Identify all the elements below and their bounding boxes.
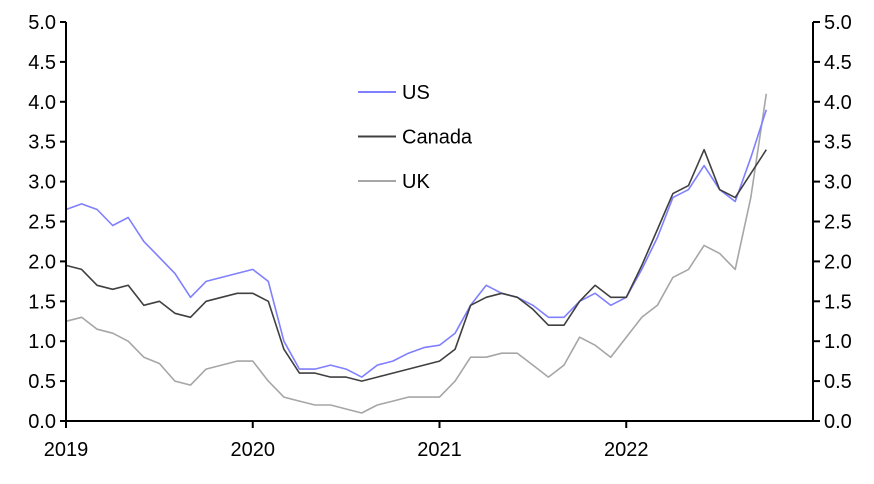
y-tick-label-left: 5.0	[28, 12, 56, 34]
y-tick-label-left: 0.0	[28, 411, 56, 433]
legend-label-canada: Canada	[402, 127, 473, 149]
y-tick-label-right: 2.0	[824, 251, 852, 273]
series-line-uk	[65, 93, 768, 414]
x-tick-label: 2019	[44, 439, 89, 461]
y-tick-label-left: 2.5	[28, 212, 56, 234]
series-layer	[65, 93, 768, 414]
legend-label-us: US	[402, 82, 430, 104]
y-tick-label-right: 0.5	[824, 371, 852, 393]
y-tick-label-right: 1.0	[824, 331, 852, 353]
y-tick-label-right: 2.5	[824, 212, 852, 234]
y-tick-label-right: 1.5	[824, 291, 852, 313]
y-tick-label-right: 0.0	[824, 411, 852, 433]
x-tick-label: 2020	[231, 439, 276, 461]
y-tick-label-left: 1.5	[28, 291, 56, 313]
y-tick-label-right: 4.0	[824, 92, 852, 114]
y-tick-label-left: 3.0	[28, 172, 56, 194]
y-tick-label-left: 4.0	[28, 92, 56, 114]
series-line-canada	[65, 148, 767, 382]
legend: US Canada UK	[358, 82, 473, 193]
y-tick-label-left: 0.5	[28, 371, 56, 393]
y-tick-label-right: 3.0	[824, 172, 852, 194]
y-tick-label-right: 4.5	[824, 52, 852, 74]
x-tick-label: 2022	[604, 439, 649, 461]
y-tick-label-left: 3.5	[28, 132, 56, 154]
y-tick-label-right: 5.0	[824, 12, 852, 34]
axes-layer: 0.0 0.0 0.5 0.5 1.0 1.0 1.5 1.5 2.0 2.0 2.5 2.5 3.0 3…	[28, 12, 852, 461]
y-tick-label-left: 4.5	[28, 52, 56, 74]
y-tick-label-right: 3.5	[824, 132, 852, 154]
y-tick-label-left: 2.0	[28, 251, 56, 273]
y-tick-label-left: 1.0	[28, 331, 56, 353]
series-line-us	[65, 109, 768, 378]
legend-label-uk: UK	[402, 171, 430, 193]
x-tick-label: 2021	[417, 439, 462, 461]
